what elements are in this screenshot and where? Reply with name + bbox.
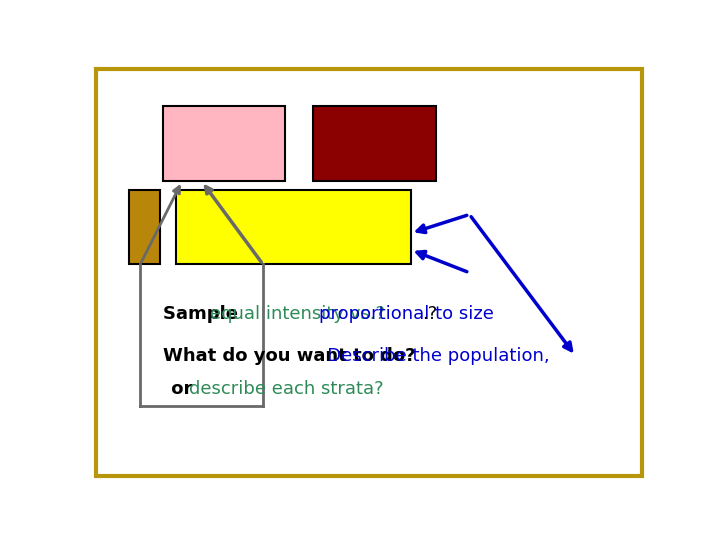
Text: Sample: Sample bbox=[163, 305, 244, 323]
Bar bbox=[129, 190, 160, 265]
Text: describe each strata?: describe each strata? bbox=[189, 380, 383, 398]
Text: proportional to size: proportional to size bbox=[319, 305, 494, 323]
Bar bbox=[313, 106, 436, 181]
Bar bbox=[176, 190, 411, 265]
Text: .?: .? bbox=[422, 305, 437, 323]
Text: equal intensity vs.?: equal intensity vs.? bbox=[210, 305, 391, 323]
Text: Describe the population,: Describe the population, bbox=[310, 347, 550, 365]
Bar bbox=[163, 106, 285, 181]
Text: What do you want to do?: What do you want to do? bbox=[163, 347, 415, 365]
Text: or: or bbox=[166, 380, 199, 398]
